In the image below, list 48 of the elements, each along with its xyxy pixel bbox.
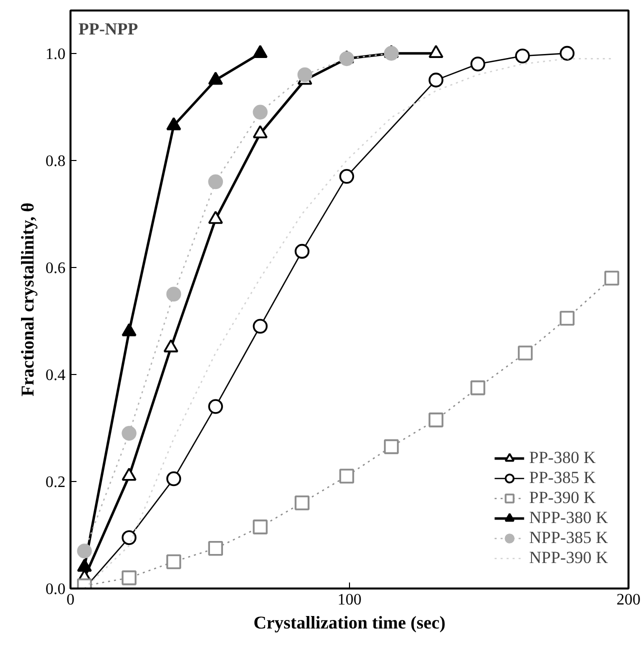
- point: [384, 46, 399, 61]
- point: [560, 46, 575, 61]
- x-tick-label: 0: [66, 592, 74, 608]
- legend-label: PP-380 K: [529, 448, 596, 468]
- y-tick-label: 0.6: [46, 260, 66, 277]
- point: [252, 520, 268, 534]
- point: [384, 439, 399, 454]
- point: [470, 380, 486, 396]
- y-tick-label: 1.0: [46, 46, 66, 63]
- point: [339, 169, 354, 184]
- legend-label: NPP-385 K: [529, 528, 608, 548]
- y-tick-label: 0.8: [46, 152, 66, 170]
- text: PP-NPP: [78, 20, 138, 38]
- point: [428, 72, 444, 88]
- point: [339, 51, 354, 66]
- point: [339, 468, 354, 484]
- point: [604, 270, 620, 286]
- y-tick-label: 0.4: [46, 366, 66, 384]
- point: [166, 471, 182, 486]
- point: [166, 554, 182, 570]
- legend-label: PP-390 K: [529, 488, 596, 508]
- point: [515, 48, 530, 64]
- x-axis-title: Crystallization time (sec): [254, 612, 446, 632]
- y-tick-label: 0.0: [46, 581, 66, 598]
- point: [122, 570, 136, 586]
- point: [297, 67, 312, 82]
- legend-label: NPP-380 K: [529, 508, 608, 528]
- point: [122, 426, 136, 441]
- x-tick-label: 200: [616, 592, 640, 608]
- point: [122, 530, 136, 546]
- point: [208, 540, 223, 556]
- legend-label: PP-385 K: [529, 468, 596, 488]
- point: [208, 174, 223, 190]
- y-axis-title: Fractional crystallinity, θ: [18, 202, 38, 396]
- point: [470, 56, 486, 72]
- point: [77, 544, 92, 558]
- point: [518, 346, 533, 360]
- point: [208, 399, 223, 414]
- point: [560, 310, 575, 326]
- point: [294, 244, 310, 259]
- point: [252, 318, 268, 334]
- point: [428, 412, 444, 428]
- point: [294, 495, 310, 510]
- legend-label: NPP-390 K: [529, 548, 608, 568]
- point: [166, 286, 182, 302]
- y-tick-label: 0.2: [46, 474, 66, 491]
- x-tick-label: 100: [338, 592, 362, 608]
- point: [252, 104, 268, 120]
